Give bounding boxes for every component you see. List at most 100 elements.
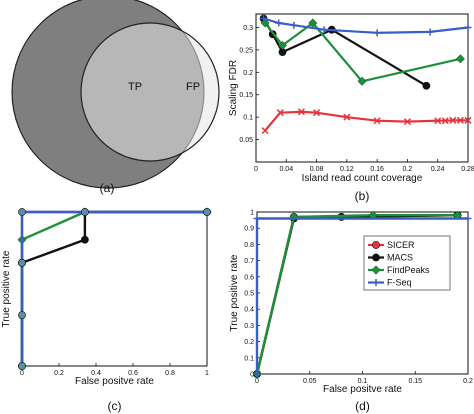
- y-tick-label: 1: [250, 210, 254, 217]
- y-tick-label: 0.2: [244, 339, 254, 346]
- x-tick-label: 0.28: [461, 166, 474, 173]
- sicer-point: [449, 116, 457, 124]
- y-tick-label: 0.8: [244, 242, 254, 249]
- x-tick-label: 0: [255, 378, 259, 385]
- x-tick-label: 0.04: [279, 166, 293, 173]
- series-1-line: [20, 210, 207, 366]
- sicer-point: [297, 108, 305, 116]
- findpeaks-point: [455, 54, 465, 64]
- findpeaks-line: [255, 213, 458, 375]
- y-tick-label: 0.3: [244, 323, 254, 330]
- x-axis-label: False positve rate: [75, 376, 154, 387]
- y-tick-label: 0.5: [244, 291, 254, 298]
- legend-swatch-marker: [372, 241, 380, 249]
- caption-a: (a): [100, 181, 115, 195]
- venn-fp-label: FP: [186, 81, 200, 93]
- caption-b: (b): [355, 189, 370, 203]
- x-tick-label: 0.2: [463, 378, 473, 385]
- legend-entry-label: MACS: [387, 253, 413, 263]
- y-tick-label: 0: [250, 372, 254, 379]
- sicer-point: [276, 109, 284, 117]
- y-tick-label: 0.7: [244, 258, 254, 265]
- y-tick-label: 0.3: [243, 25, 253, 32]
- legend-swatch-marker: [371, 265, 381, 275]
- series-5-point: [81, 208, 89, 216]
- y-tick-label: 0.9: [244, 226, 254, 233]
- plot-frame-c: [21, 211, 208, 367]
- macs-point: [422, 81, 431, 90]
- f-seq-point: [373, 29, 381, 37]
- y-tick-label: 0.25: [239, 47, 253, 54]
- legend-entry-label: F-Seq: [387, 278, 412, 288]
- f-seq-point: [464, 214, 472, 222]
- caption-d: (d): [355, 399, 370, 413]
- plot-frame-b: [255, 13, 469, 163]
- chart-panel-d: 0 0.05 0.1 0.15 0.2 0 0.1 0.2 0.3 0.4 0.5 0.6 0.7 0.8…: [229, 210, 473, 414]
- x-axis-label: False positve rate: [323, 384, 402, 395]
- series-5-point: [18, 362, 26, 370]
- legend-swatch-marker: [372, 253, 380, 262]
- chart-panel-b: 0 0.04 0.08 0.12 0.16 0.2 0.24 0.28 0.05 0.1 0.15 0…: [228, 13, 474, 203]
- y-axis-label: True positive rate: [1, 250, 12, 327]
- f-seq-point: [253, 214, 261, 222]
- caption-c: (c): [108, 399, 122, 413]
- venn-panel: TP FP (a): [11, 0, 220, 195]
- x-tick-label: 0.15: [408, 378, 422, 385]
- series-2-point: [81, 235, 89, 244]
- x-tick-label: 1: [205, 370, 209, 377]
- series-5-point: [203, 208, 211, 216]
- legend-entry-label: FindPeaks: [387, 265, 430, 275]
- x-tick-label: 0: [20, 370, 24, 377]
- series-5-point: [18, 311, 26, 320]
- f-seq-point: [290, 21, 298, 29]
- findpeaks-point: [277, 40, 288, 50]
- x-tick-label: 0.6: [128, 370, 138, 377]
- y-tick-label: 0.1: [243, 115, 253, 122]
- x-tick-label: 0.1: [358, 378, 368, 385]
- sicer-point: [456, 116, 464, 124]
- legend-swatch-marker: [372, 279, 380, 286]
- y-tick-label: 0.2: [243, 70, 253, 77]
- sicer-point: [403, 118, 411, 126]
- y-tick-label: 0.4: [244, 307, 254, 314]
- x-tick-label: 0.8: [165, 370, 175, 377]
- x-tick-label: 0.08: [310, 166, 324, 173]
- sicer-point: [261, 127, 269, 135]
- y-tick-label: 0.15: [239, 92, 253, 99]
- y-tick-label: 0.6: [244, 274, 254, 281]
- sicer-point: [464, 116, 472, 124]
- sicer-line: [264, 110, 468, 132]
- x-axis-label: Island read count coverage: [302, 173, 423, 184]
- f-seq-point: [260, 14, 268, 22]
- series-3-line: [20, 210, 207, 366]
- f-seq-point: [253, 370, 261, 378]
- venn-tp-label: TP: [128, 81, 142, 93]
- sicer-point: [343, 113, 351, 121]
- series-2-line: [20, 210, 207, 366]
- legend-entry-label: SICER: [387, 240, 415, 250]
- sicer-point: [373, 117, 381, 125]
- x-tick-label: 0.16: [370, 166, 384, 173]
- x-tick-label: 0.2: [403, 166, 413, 173]
- macs-line: [262, 17, 427, 87]
- chart-panel-c: 0 0.2 0.4 0.6 0.8 1 False positve rate True pos…: [1, 207, 212, 413]
- y-axis-label: True positive rate: [229, 254, 240, 331]
- y-tick-label: 0.1: [244, 355, 254, 362]
- sicer-point: [441, 117, 449, 125]
- x-tick-label: 0.05: [303, 378, 317, 385]
- f-seq-point: [320, 26, 328, 34]
- findpeaks-point: [357, 76, 367, 86]
- x-tick-label: 0.12: [340, 166, 354, 173]
- series-5-point: [18, 208, 26, 216]
- series-5-point: [18, 258, 26, 267]
- f-seq-point: [426, 28, 434, 36]
- x-tick-label: 0.2: [54, 370, 64, 377]
- f-seq-point: [275, 19, 283, 27]
- x-tick-label: 0: [254, 166, 258, 173]
- x-tick-label: 0.4: [91, 370, 101, 377]
- f-seq-point: [464, 23, 472, 31]
- x-tick-label: 0.24: [431, 166, 445, 173]
- y-axis-label: Scaling FDR: [228, 60, 239, 116]
- sicer-point: [434, 117, 442, 125]
